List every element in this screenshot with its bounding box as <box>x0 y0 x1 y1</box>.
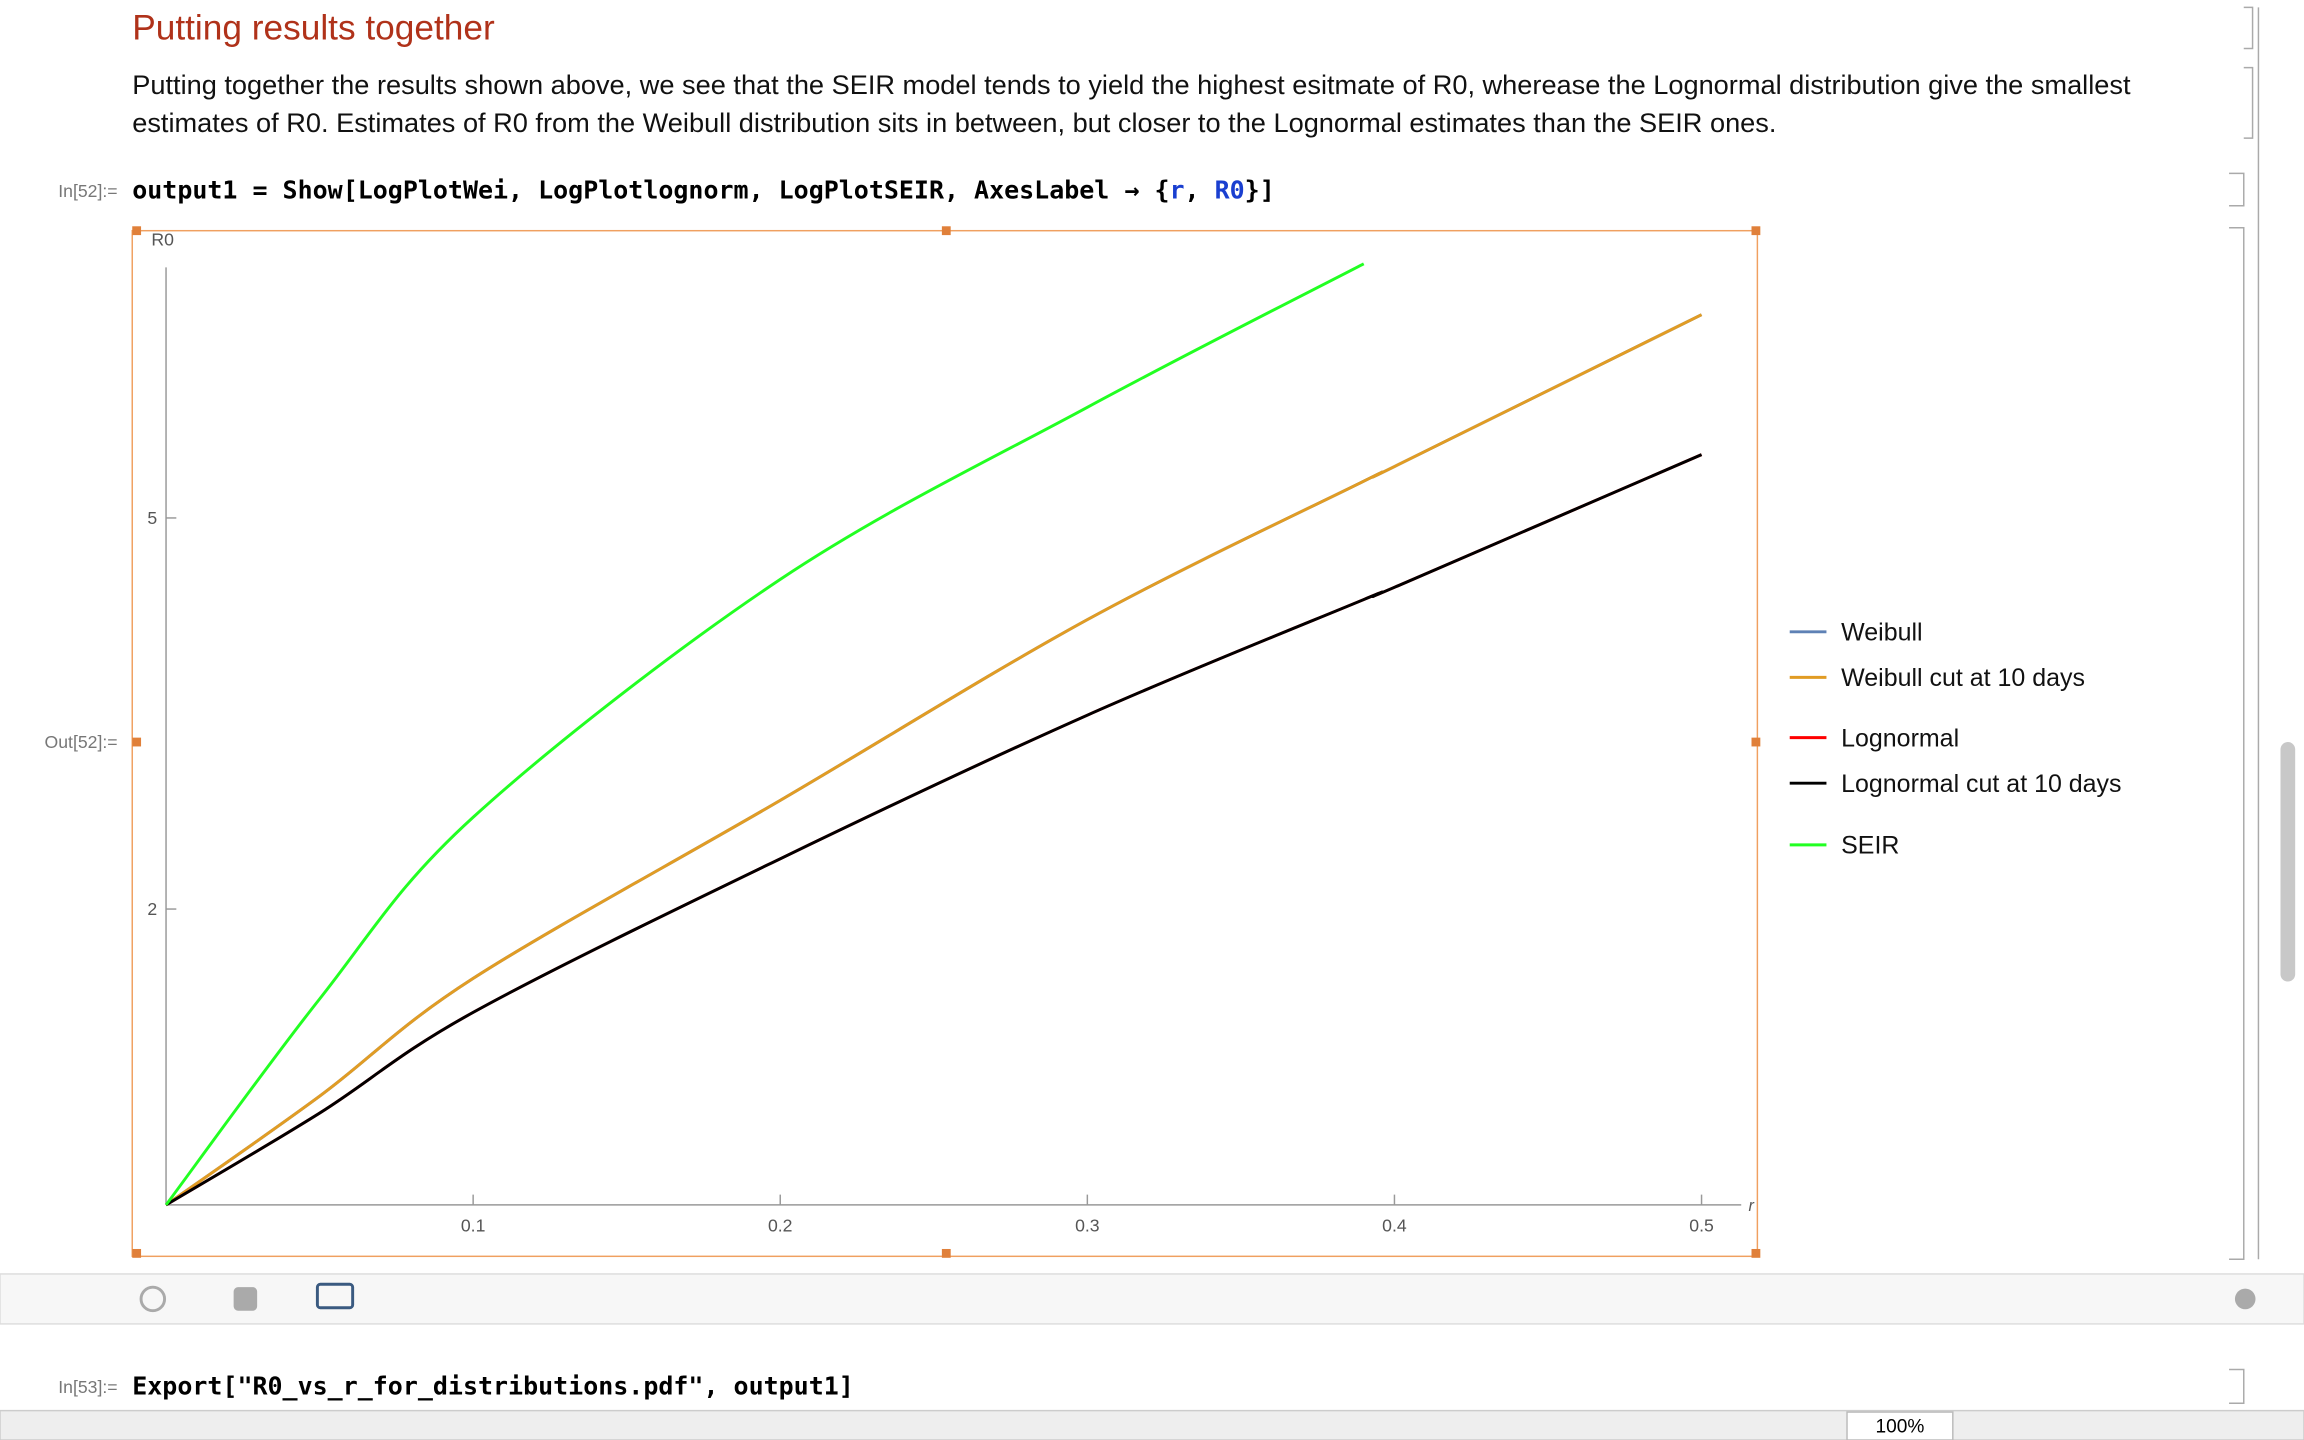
x-tick-label: 0.2 <box>768 1215 793 1235</box>
x-tick-label: 0.5 <box>1689 1215 1714 1235</box>
zoom[interactable]: 100% <box>1875 1417 1924 1438</box>
code-part: R0 <box>1215 175 1245 204</box>
y-tick-label: 2 <box>147 899 157 919</box>
plot: 0.1 0.2 0.3 0.4 0.5 2 5 R0 r Weibull Weibull cut a… <box>147 229 2121 1235</box>
series-line <box>165 313 1703 1207</box>
series-line <box>165 453 1703 1207</box>
selection-frame <box>131 229 1759 1258</box>
cell-brackets <box>2229 6 2260 1404</box>
y-axis-label: R0 <box>151 229 174 249</box>
status-bar <box>0 1409 2304 1440</box>
legend-label: SEIR <box>1841 832 1899 860</box>
icon[interactable] <box>139 1285 167 1313</box>
scrollbar[interactable] <box>2280 742 2296 982</box>
series-line <box>165 453 1703 1207</box>
out-label: Out[52]:= <box>45 732 118 752</box>
x-tick-label: 0.3 <box>1075 1215 1100 1235</box>
legend-label: Weibull cut at 10 days <box>1841 664 2085 692</box>
close-icon[interactable] <box>2234 1288 2256 1310</box>
in-label: In[53]:= <box>58 1377 117 1397</box>
code: Export["R0_vs_r_for_distributions.pdf", … <box>132 1371 854 1400</box>
x-axis-label: r <box>1749 1197 1755 1215</box>
code: output1 = Show[LogPlotWei, LogPlotlognor… <box>132 175 1275 204</box>
series-line <box>164 262 1365 1206</box>
x-tick-label: 0.4 <box>1382 1215 1407 1235</box>
code-part: r <box>1169 175 1184 204</box>
cell-toolbar <box>0 1273 2304 1325</box>
legend-label: Lognormal <box>1841 724 1959 752</box>
code-part: }] <box>1245 175 1275 204</box>
series-line <box>165 313 1703 1207</box>
icon[interactable] <box>315 1282 355 1310</box>
code-part: output1 = Show[LogPlotWei, LogPlotlognor… <box>132 175 1169 204</box>
zoom-box[interactable] <box>1846 1411 1954 1440</box>
in-label: In[52]:= <box>58 181 117 201</box>
legend-label: Lognormal cut at 10 days <box>1841 770 2121 798</box>
paragraph-line: estimates of R0. Estimates of R0 from th… <box>132 107 1776 138</box>
icon[interactable] <box>233 1287 258 1311</box>
code-part: , <box>1185 175 1215 204</box>
x-tick-label: 0.1 <box>461 1215 486 1235</box>
handles <box>132 226 1761 1258</box>
paragraph-line: Putting together the results shown above… <box>132 69 2131 100</box>
legend-label: Weibull <box>1841 619 1922 647</box>
section-title: Putting results together <box>132 9 495 48</box>
y-tick-label: 5 <box>147 508 157 528</box>
